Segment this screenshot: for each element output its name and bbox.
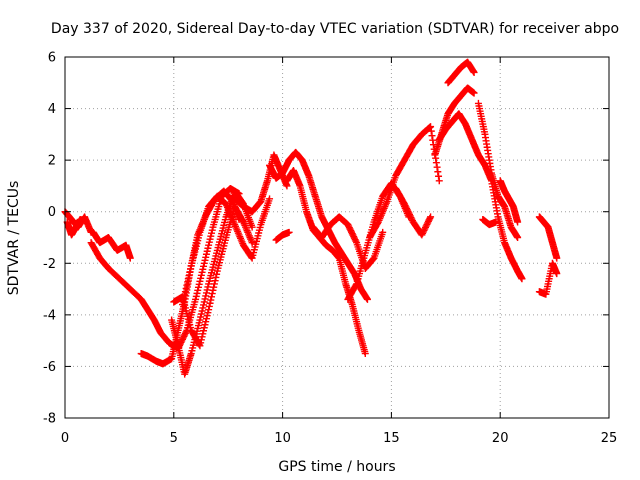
data-point [206, 299, 214, 307]
data-point [285, 228, 293, 236]
data-point [210, 280, 218, 288]
data-point [208, 293, 216, 301]
data-point [352, 237, 360, 245]
y-axis-label: SDTVAR / TECUs [6, 181, 22, 296]
data-point [248, 223, 256, 231]
plot-frame [64, 56, 610, 419]
y-tick-label: 4 [48, 102, 56, 117]
data-point [205, 306, 213, 314]
data-point [181, 291, 189, 299]
data-point [434, 168, 442, 176]
x-tick-label: 20 [492, 431, 509, 446]
data-point [211, 277, 219, 285]
series-arc-18 [435, 110, 526, 283]
series-arc-15 [366, 123, 443, 241]
x-tick-label: 10 [274, 431, 291, 446]
series-arc-17 [431, 84, 478, 159]
data-point [207, 296, 215, 304]
y-tick-label: 0 [48, 205, 56, 220]
series-arc-2 [63, 215, 84, 239]
data-point [213, 270, 221, 278]
x-tick-label: 5 [170, 431, 178, 446]
data-point [179, 297, 187, 305]
data-point [184, 278, 192, 286]
data-point [205, 302, 213, 310]
data-point [182, 284, 190, 292]
x-tick-label: 25 [601, 431, 618, 446]
chart-title: Day 337 of 2020, Sidereal Day-to-day VTE… [51, 21, 619, 37]
y-tick-label: 6 [48, 51, 56, 66]
series-arc-20 [474, 99, 522, 241]
data-point [426, 214, 434, 222]
series-arc-11 [283, 166, 369, 358]
data-point [352, 281, 360, 289]
data-point [518, 275, 526, 283]
data-point [179, 301, 187, 309]
y-tick-label: -6 [43, 360, 56, 375]
data-point [248, 239, 256, 247]
series-arc-12 [272, 228, 293, 244]
series-arc-22 [496, 177, 522, 226]
series-arc-9 [231, 151, 291, 216]
y-tick-label: -8 [43, 412, 56, 427]
data-point [432, 159, 440, 167]
data-point [470, 89, 478, 97]
y-tick-label: -4 [43, 308, 56, 323]
grid [65, 57, 609, 418]
data-point [427, 213, 435, 221]
data-point [186, 265, 194, 273]
data-point [266, 195, 274, 203]
axis-ticks: 0 5 10 15 20 25 -8 -6 -4 -2 0 2 4 6 [43, 51, 617, 447]
series-arc-16 [392, 185, 435, 239]
data-point [181, 288, 189, 296]
data-point [428, 132, 436, 140]
data-point [183, 281, 191, 289]
data-point [186, 268, 194, 276]
x-axis-label: GPS time / hours [278, 459, 395, 475]
x-tick-label: 0 [61, 431, 69, 446]
data-point [492, 218, 500, 226]
data-point [361, 350, 369, 358]
data-point [210, 283, 218, 291]
data-point [553, 270, 561, 278]
series-arc-23 [535, 213, 561, 262]
series-arc-21 [479, 215, 500, 229]
data-point [514, 218, 522, 226]
series-arc-19 [444, 58, 478, 87]
data-point [184, 275, 192, 283]
data-point [363, 295, 371, 303]
data-point [209, 286, 217, 294]
data-point [429, 136, 437, 144]
data-point [470, 68, 478, 76]
data-point [435, 172, 443, 180]
data-point [427, 127, 435, 135]
data-point [126, 254, 134, 262]
series-arc-10 [266, 148, 371, 303]
data-point [514, 234, 522, 241]
data-point [180, 294, 188, 302]
data-point [208, 290, 216, 298]
data-point [379, 228, 387, 236]
data-point [553, 254, 561, 262]
data-point [185, 272, 193, 280]
data-points [61, 58, 561, 378]
data-point [435, 177, 443, 185]
y-tick-label: -2 [43, 257, 56, 272]
series-arc-7 [170, 203, 256, 350]
series-arc-3 [89, 228, 134, 262]
x-tick-label: 15 [383, 431, 400, 446]
data-point [212, 273, 220, 281]
series-arc-8 [179, 192, 274, 309]
y-tick-label: 2 [48, 154, 56, 169]
series-arc-24 [535, 259, 561, 298]
data-point [427, 123, 435, 131]
data-point [433, 163, 441, 171]
data-point [76, 215, 84, 223]
